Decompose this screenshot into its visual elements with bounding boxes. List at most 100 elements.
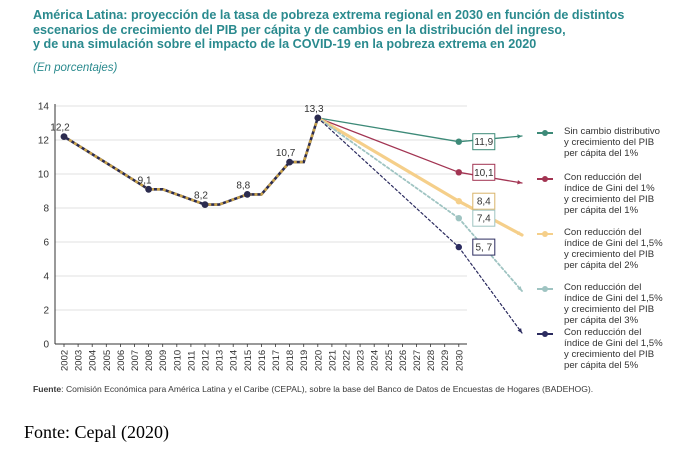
legend-label-line: índice de Gini del 1% [564, 183, 655, 194]
x-tick-label: 2010 [172, 350, 183, 371]
chart-title-line-2: escenarios de crecimiento del PIB per cá… [33, 22, 566, 37]
scenario-line [316, 117, 460, 220]
y-tick-label: 10 [38, 170, 50, 181]
x-tick-label: 2019 [299, 350, 310, 371]
x-tick-label: 2026 [398, 350, 409, 371]
y-tick-label: 8 [43, 204, 49, 215]
legend-label-line: y crecimiento del PIB [564, 137, 655, 148]
y-tick-label: 2 [43, 306, 49, 317]
chart-title: América Latina: proyección de la tasa de… [33, 8, 653, 52]
legend-label: Con reducción del índice de Gini del 1,5%… [564, 227, 694, 271]
x-tick-label: 2021 [327, 350, 338, 371]
legend-label: Con reducción del índice de Gini del 1,5%… [564, 282, 694, 326]
y-tick-label: 0 [43, 340, 49, 351]
source-label: Fuente [33, 384, 62, 394]
legend-marker [537, 130, 553, 136]
x-tick-label: 2022 [342, 350, 353, 371]
legend-label-line: Con reducción del [564, 172, 642, 183]
scenario-data-label: 7,4 [477, 214, 491, 225]
scenario-value-box [472, 238, 496, 256]
legend-label-line: per cápita del 3% [564, 315, 639, 326]
scenario-arrowhead [517, 230, 522, 235]
historical-point [314, 114, 322, 122]
legend-label-line: per cápita del 1% [564, 148, 639, 159]
legend-label: Con reducción del índice de Gini del 1% y … [564, 172, 694, 216]
scenario-data-label: 8,4 [477, 197, 491, 208]
x-tick-label: 2017 [271, 350, 282, 371]
x-tick-label: 2018 [285, 350, 296, 371]
chart-subtitle: (En porcentajes) [33, 62, 118, 74]
scenario-arrowhead [517, 328, 522, 333]
scenario-arrow-line [458, 246, 523, 334]
figure-credit: Fonte: Cepal (2020) [24, 422, 169, 442]
x-tick-label: 2008 [144, 350, 155, 371]
historical-data-label: 8,2 [194, 191, 208, 202]
legend-label-line: per cápita del 5% [564, 360, 639, 371]
chart-source: Fuente: Comisión Económica para América … [33, 384, 593, 394]
x-tick-label: 2004 [88, 350, 99, 371]
legend-marker [537, 231, 553, 237]
legend-marker [537, 331, 553, 337]
historical-point [60, 133, 68, 141]
x-tick-label: 2005 [102, 350, 113, 371]
x-tick-label: 2013 [215, 350, 226, 371]
scenario-value-box [472, 163, 496, 181]
chart-title-line-3: y de una simulación sobre el impacto de … [33, 37, 537, 52]
scenario-value-box [472, 192, 496, 210]
legend-label-line: Con reducción del [564, 282, 642, 293]
legend-label: Sin cambio distributivo y crecimiento del… [564, 126, 694, 159]
y-tick-label: 6 [43, 238, 49, 249]
x-tick-label: 2030 [454, 350, 465, 371]
x-tick-label: 2028 [426, 350, 437, 371]
historical-point [201, 201, 209, 209]
scenario-line [317, 117, 460, 143]
legend-label-line: y crecimiento del PIB [564, 349, 655, 360]
x-tick-label: 2025 [384, 350, 395, 371]
scenario-arrowhead [517, 180, 522, 185]
x-tick-label: 2015 [243, 350, 254, 371]
scenario-line [317, 117, 460, 173]
x-tick-label: 2009 [158, 350, 169, 371]
scenario-value-box [472, 209, 496, 227]
legend-label-line: índice de Gini del 1,5% [564, 293, 663, 304]
scenario-data-label: 11,9 [474, 137, 493, 148]
legend-label-line: y crecimiento del PIB [564, 194, 655, 205]
historical-data-label: 12,2 [50, 123, 70, 134]
scenario-value-box [472, 133, 496, 151]
x-tick-label: 2020 [313, 350, 324, 371]
legend-marker [537, 176, 553, 182]
x-tick-label: 2003 [74, 350, 85, 371]
scenario-arrowhead [517, 286, 522, 291]
historical-point [145, 185, 153, 193]
x-tick-label: 2016 [257, 350, 268, 371]
x-tick-label: 2024 [370, 350, 381, 371]
source-text: : Comisión Económica para América Latina… [61, 384, 594, 394]
legend-label: Con reducción del índice de Gini del 1,5%… [564, 327, 694, 371]
legend-label-line: índice de Gini del 1,5% [564, 238, 663, 249]
scenario-data-label: 10,1 [474, 168, 494, 179]
historical-data-label: 8,8 [236, 180, 250, 191]
legend-marker [537, 286, 553, 292]
historical-data-label: 13,3 [304, 104, 324, 115]
scenario-line [316, 116, 461, 203]
scenario-line [317, 117, 460, 248]
historical-point [286, 158, 293, 166]
historical-line-base [63, 117, 320, 206]
scenario-data-label: 5, 7 [475, 243, 492, 254]
x-tick-label: 2023 [356, 350, 367, 371]
y-tick-label: 4 [43, 272, 49, 283]
scenario-arrowhead [517, 134, 522, 139]
historical-point [243, 191, 251, 198]
historical-line-dash [63, 117, 320, 206]
legend-label-line: per cápita del 2% [564, 260, 639, 271]
legend-label-line: Sin cambio distributivo [564, 126, 660, 137]
y-tick-label: 14 [38, 102, 50, 113]
legend-label-line: per cápita del 1% [564, 205, 639, 216]
x-tick-label: 2012 [201, 350, 212, 371]
x-tick-label: 2011 [186, 351, 197, 371]
x-tick-label: 2007 [130, 350, 141, 371]
data-labels: 12,2 9,1 8,2 8,8 10,7 13,3 11,9 10,1 8,4 7,4 5, 7 [50, 104, 496, 256]
x-tick-label: 2014 [229, 350, 240, 371]
